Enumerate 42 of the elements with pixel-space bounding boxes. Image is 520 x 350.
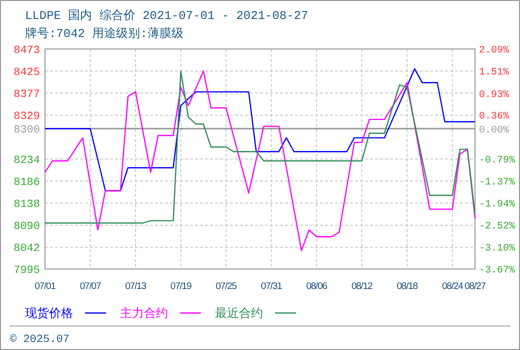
line-series xyxy=(44,70,476,252)
y-tick-label: 7995 xyxy=(14,264,40,277)
y-tick-label: 8234 xyxy=(14,154,40,167)
y2-tick-label: -1.37% xyxy=(479,178,516,189)
y-tick-label: 8186 xyxy=(14,176,40,189)
legend-label: 主力合约 xyxy=(120,306,168,321)
x-tick-label: 07/19 xyxy=(170,281,192,292)
y-tick-label: 8473 xyxy=(14,44,40,57)
y2-tick-label: 0.93% xyxy=(479,90,510,101)
chart-title: LLDPE 国内 综合价 2021-07-01 - 2021-08-27 xyxy=(25,8,308,23)
x-tick-label: 07/13 xyxy=(125,281,146,292)
legend-label: 现货价格 xyxy=(25,307,73,321)
y2-tick-label: -3.10% xyxy=(479,244,516,255)
y-tick-label: 8425 xyxy=(14,66,40,79)
chart-subtitle: 牌号:7042 用途级别:薄膜级 xyxy=(25,27,184,41)
x-tick-label: 08/27 xyxy=(464,281,486,292)
y2-tick-label: 2.09% xyxy=(479,46,510,56)
y2-tick-label: -2.52% xyxy=(479,222,516,233)
legend-label: 最近合约 xyxy=(215,307,263,321)
y2-tick-label: -3.67% xyxy=(479,266,516,276)
y-tick-label: 8042 xyxy=(14,243,40,256)
x-tick-label: 07/25 xyxy=(216,281,237,292)
y-tick-label: 8377 xyxy=(14,89,40,102)
y-tick-label: 8300 xyxy=(14,124,40,136)
x-tick-label: 08/18 xyxy=(396,281,418,292)
x-tick-label: 07/07 xyxy=(80,281,101,292)
line-series xyxy=(44,68,476,192)
y2-tick-label: -1.94% xyxy=(479,199,516,210)
y-tick-label: 8138 xyxy=(14,199,40,212)
line-series xyxy=(44,70,476,224)
x-tick-label: 08/24 xyxy=(442,281,464,292)
x-tick-label: 08/06 xyxy=(306,281,328,292)
y2-tick-label: 0.36% xyxy=(479,112,510,123)
x-tick-label: 07/01 xyxy=(34,281,56,292)
x-tick-label: 08/12 xyxy=(351,281,373,292)
y2-tick-label: 1.51% xyxy=(479,68,510,79)
x-tick-label: 07/31 xyxy=(260,281,282,292)
text: © 2025.07 xyxy=(10,334,70,346)
y-tick-label: 8329 xyxy=(14,111,40,124)
y-tick-label: 8090 xyxy=(14,221,40,234)
y2-tick-label: -0.79% xyxy=(479,156,516,166)
y2-tick-label: 0.00% xyxy=(479,125,510,136)
